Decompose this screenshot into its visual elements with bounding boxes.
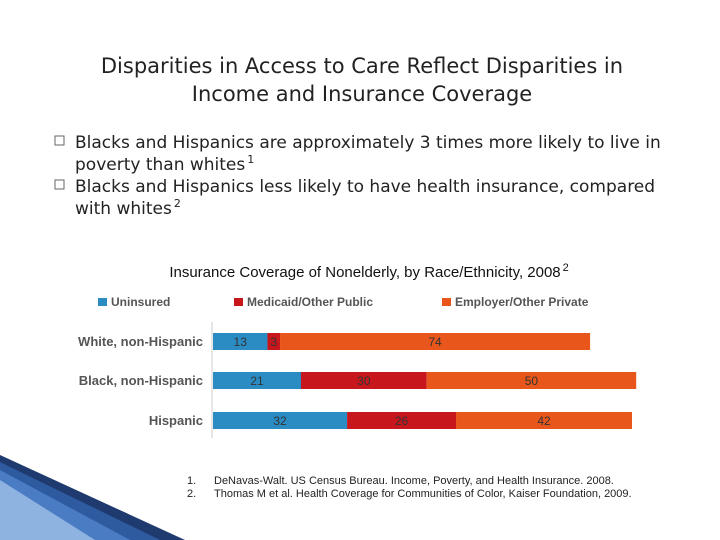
- data-label: 30: [357, 374, 371, 388]
- title: Income and Insurance Coverage: [192, 82, 532, 106]
- data-label: 50: [525, 374, 539, 388]
- bullet-text: Blacks and Hispanics are approximately 3…: [75, 133, 661, 153]
- legend-swatch: [442, 298, 451, 306]
- footnote-text: DeNavas-Walt. US Census Bureau. Income, …: [214, 475, 614, 487]
- bar-segment: [347, 412, 457, 429]
- chart-title-note: 2: [563, 262, 569, 274]
- corner-decoration: [0, 455, 185, 540]
- bar-segment: [426, 372, 637, 389]
- bar-segment: [213, 333, 268, 350]
- category-label: Hispanic: [149, 413, 203, 428]
- legend-label: Uninsured: [111, 295, 170, 309]
- data-label: 13: [234, 335, 248, 349]
- bar-segment: [213, 372, 301, 389]
- data-label: 32: [273, 414, 287, 428]
- category-label: Black, non-Hispanic: [79, 373, 203, 388]
- title: Disparities in Access to Care Reflect Di…: [101, 54, 623, 78]
- data-label: 26: [395, 414, 409, 428]
- footnote-number: 2.: [187, 488, 196, 500]
- bullet-marker: [54, 179, 65, 190]
- legend-swatch: [234, 298, 243, 306]
- bullet-marker: [54, 135, 65, 146]
- bar-segment: [267, 333, 281, 350]
- bar-segment: [213, 412, 348, 429]
- bar-segment: [280, 333, 591, 350]
- data-label: 74: [428, 335, 442, 349]
- bar-segment: [456, 412, 632, 429]
- data-label: 42: [537, 414, 551, 428]
- legend-label: Medicaid/Other Public: [247, 295, 373, 309]
- bullet-text: Blacks and Hispanics less likely to have…: [75, 177, 655, 197]
- data-label: 3: [270, 335, 277, 349]
- legend-label: Employer/Other Private: [455, 295, 589, 309]
- footnote-ref: 2: [174, 197, 181, 210]
- chart-title: Insurance Coverage of Nonelderly, by Rac…: [169, 264, 560, 281]
- category-label: White, non-Hispanic: [78, 334, 203, 349]
- footnote-number: 1.: [187, 475, 196, 487]
- bullet-text: poverty than whites: [75, 155, 245, 175]
- data-label: 21: [250, 374, 264, 388]
- footnote-ref: 1: [247, 153, 254, 166]
- legend-swatch: [98, 298, 107, 306]
- footnote-text: Thomas M et al. Health Coverage for Comm…: [214, 488, 632, 500]
- bar-segment: [300, 372, 427, 389]
- bullet-text: with whites: [75, 199, 172, 219]
